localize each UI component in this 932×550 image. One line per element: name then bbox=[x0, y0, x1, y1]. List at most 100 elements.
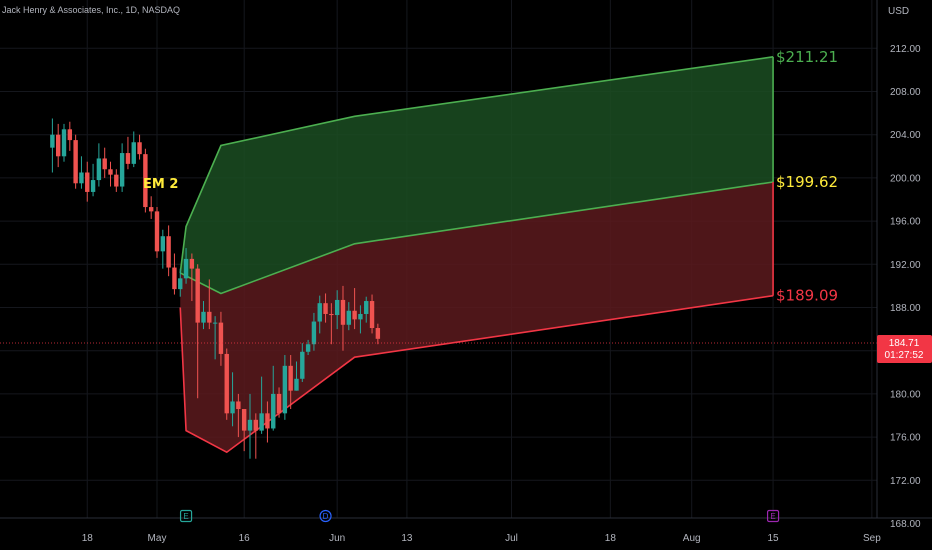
candle-body bbox=[276, 393, 282, 414]
candle bbox=[212, 316, 218, 360]
symbol-title: Jack Henry & Associates, Inc., 1D, NASDA… bbox=[2, 5, 180, 15]
candle-body bbox=[148, 207, 154, 212]
candle-body bbox=[73, 140, 78, 184]
candle-body bbox=[358, 313, 363, 320]
candle-body bbox=[224, 353, 229, 414]
candle bbox=[271, 365, 276, 431]
price-axis[interactable] bbox=[877, 0, 932, 550]
candle-body bbox=[323, 303, 328, 314]
time-tick-label: Aug bbox=[683, 533, 701, 544]
candle bbox=[276, 387, 282, 418]
candle-body bbox=[79, 172, 84, 184]
candle-body bbox=[131, 142, 136, 164]
candle bbox=[241, 409, 247, 452]
candle bbox=[352, 288, 357, 330]
candle bbox=[364, 296, 369, 323]
time-tick-label: May bbox=[148, 533, 167, 544]
em-annotation: EM 2 bbox=[143, 177, 178, 192]
candle-body bbox=[125, 153, 131, 164]
candle bbox=[323, 293, 328, 323]
candlesticks bbox=[50, 118, 381, 459]
candle bbox=[148, 196, 154, 219]
candle-body bbox=[230, 401, 235, 414]
price-tick-label: 192.00 bbox=[890, 260, 921, 271]
candle bbox=[317, 295, 322, 334]
candle-body bbox=[154, 211, 160, 252]
candle bbox=[265, 401, 270, 443]
candle-body bbox=[241, 409, 247, 431]
candle-body bbox=[212, 322, 218, 324]
candle bbox=[85, 161, 90, 202]
candle-body bbox=[189, 258, 195, 269]
candle bbox=[230, 372, 235, 427]
time-axis-ticks: 18 May 16 Jun 13 Jul 18 Aug 15 Sep bbox=[82, 533, 882, 544]
candle bbox=[137, 134, 142, 160]
candle bbox=[102, 147, 107, 178]
candle-body bbox=[259, 413, 264, 431]
candle bbox=[311, 312, 317, 351]
candle-body bbox=[346, 310, 351, 325]
candle bbox=[259, 376, 264, 434]
candle-body bbox=[265, 413, 270, 429]
candle-body bbox=[96, 158, 102, 181]
candle bbox=[247, 393, 253, 459]
candle bbox=[236, 393, 241, 438]
price-tick-label: 212.00 bbox=[890, 44, 921, 55]
candle bbox=[90, 163, 96, 197]
candle-body bbox=[369, 301, 375, 329]
currency-label: USD bbox=[888, 6, 909, 17]
candle bbox=[201, 301, 206, 330]
candle-body bbox=[102, 158, 107, 170]
candle bbox=[224, 348, 229, 420]
candle-body bbox=[340, 299, 346, 325]
red-zone bbox=[180, 182, 774, 453]
event-marker-shape bbox=[319, 509, 332, 523]
candle bbox=[218, 311, 224, 366]
candle bbox=[346, 302, 351, 331]
candle bbox=[143, 148, 148, 213]
red-zone-lower-line bbox=[179, 294, 774, 454]
candle bbox=[61, 123, 67, 162]
candle bbox=[131, 131, 136, 168]
candle bbox=[288, 355, 293, 410]
candle bbox=[114, 169, 119, 192]
price-tick-label: 196.00 bbox=[890, 217, 921, 228]
candle-body bbox=[334, 299, 340, 316]
event-marker-label: E bbox=[770, 512, 775, 521]
price-tick-label: 204.00 bbox=[890, 130, 921, 141]
event-marker-label: D bbox=[323, 512, 329, 521]
time-tick-label: Sep bbox=[863, 533, 881, 544]
event-marker-shape bbox=[766, 509, 780, 523]
candle bbox=[96, 143, 102, 187]
candle bbox=[73, 134, 78, 189]
green-zone bbox=[180, 56, 774, 294]
candle-body bbox=[108, 169, 113, 175]
candle-body bbox=[172, 267, 177, 290]
time-axis[interactable] bbox=[0, 518, 877, 550]
time-tick-label: 15 bbox=[768, 533, 780, 544]
candle-body bbox=[236, 401, 241, 410]
candle-body bbox=[67, 129, 73, 141]
candle-body bbox=[352, 310, 357, 320]
candle bbox=[189, 253, 195, 302]
candle bbox=[178, 268, 183, 297]
level-label: $211.21 bbox=[776, 48, 838, 66]
price-tag-value: 184.71 bbox=[889, 338, 920, 349]
candle bbox=[79, 156, 84, 189]
candle bbox=[329, 303, 334, 345]
price-tick-label: 200.00 bbox=[890, 173, 921, 184]
candle-body bbox=[247, 419, 253, 431]
level-label: $199.62 bbox=[776, 173, 838, 191]
candle-body bbox=[114, 174, 119, 187]
candle bbox=[50, 118, 55, 173]
time-tick-label: 16 bbox=[239, 533, 251, 544]
event-marker: E bbox=[179, 509, 193, 523]
candle-body bbox=[364, 301, 369, 314]
candle-body bbox=[201, 311, 206, 323]
candle bbox=[166, 225, 171, 277]
price-tick-label: 168.00 bbox=[890, 519, 921, 530]
candle-body bbox=[183, 258, 189, 279]
candle-body bbox=[166, 236, 171, 268]
